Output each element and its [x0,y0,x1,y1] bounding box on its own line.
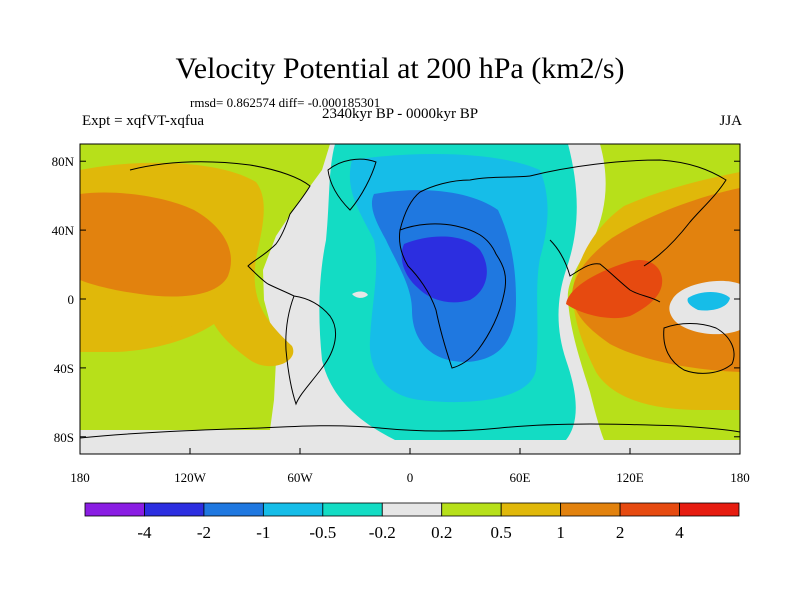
y-tick-label: 80S [54,430,74,445]
coastline-south-america [285,295,337,406]
x-tick-label: 60W [287,470,313,485]
coastlines [80,158,740,439]
y-axis: 80N 40N 0 40S 80S [52,154,740,445]
y-tick-label: 40N [52,223,75,238]
colorbar-label: -2 [197,523,211,542]
colorbar-label: -0.5 [309,523,336,542]
colorbar-label: -1 [256,523,270,542]
period-label: 2340kyr BP - 0000kyr BP [322,106,479,122]
region-pacific-pos3 [80,192,231,297]
region-atlantic-neutral-spot [352,291,368,298]
colorbar-label: 0.2 [431,523,452,542]
y-tick-label: 80N [52,154,75,169]
colorbar-label: 4 [675,523,684,542]
colorbar-swatch [381,502,443,517]
x-axis: 180 120W 60W 0 60E 120E 180 [70,448,750,485]
colorbar-swatch [619,502,680,517]
region-indopacific-pos4 [566,259,663,319]
colorbar-swatch [203,502,264,517]
x-tick-label: 60E [510,470,531,485]
experiment-label: Expt = xqfVT-xqfua [82,113,205,129]
colorbar-swatch [84,502,145,517]
colorbar-label: 1 [556,523,565,542]
region-indopacific-neg-spot [687,292,730,311]
y-tick-label: 0 [68,292,75,307]
x-tick-label: 120W [174,470,207,485]
x-tick-label: 120E [616,470,644,485]
coastline-greenland [327,158,377,211]
map-field [80,144,740,454]
coastline-india-southeast-asia [549,239,661,303]
x-tick-label: 180 [730,470,750,485]
coastline-north-america [129,161,311,297]
colorbar-swatch [262,502,324,517]
stats-line: rmsd= 0.862574 diff= -0.000185301 [190,95,381,110]
plot-title: Velocity Potential at 200 hPa (km2/s) [175,52,625,85]
colorbar-swatch [441,502,502,517]
x-tick-label: 0 [407,470,414,485]
colorbar-swatch [679,502,740,517]
coastline-australia [663,323,735,374]
coastline-africa [399,223,507,369]
colorbar-swatch [144,502,205,517]
coastline-europe [399,175,531,231]
region-atlantic-neg4 [401,236,487,303]
colorbar-label: -4 [137,523,152,542]
y-tick-label: 40S [54,361,74,376]
colorbar-swatch [500,502,562,517]
colorbar: -4 -2 -1 -0.5 -0.2 0.2 0.5 1 2 4 [84,502,740,542]
colorbar-swatch [560,502,621,517]
colorbar-swatch [322,502,383,517]
colorbar-label: -0.2 [369,523,396,542]
x-tick-label: 180 [70,470,90,485]
colorbar-label: 0.5 [491,523,512,542]
coastline-asia [529,159,727,267]
region-pacific-pos2-south [80,303,200,336]
colorbar-label: 2 [616,523,625,542]
season-label: JJA [719,113,742,129]
coastline-antarctica [80,423,740,439]
